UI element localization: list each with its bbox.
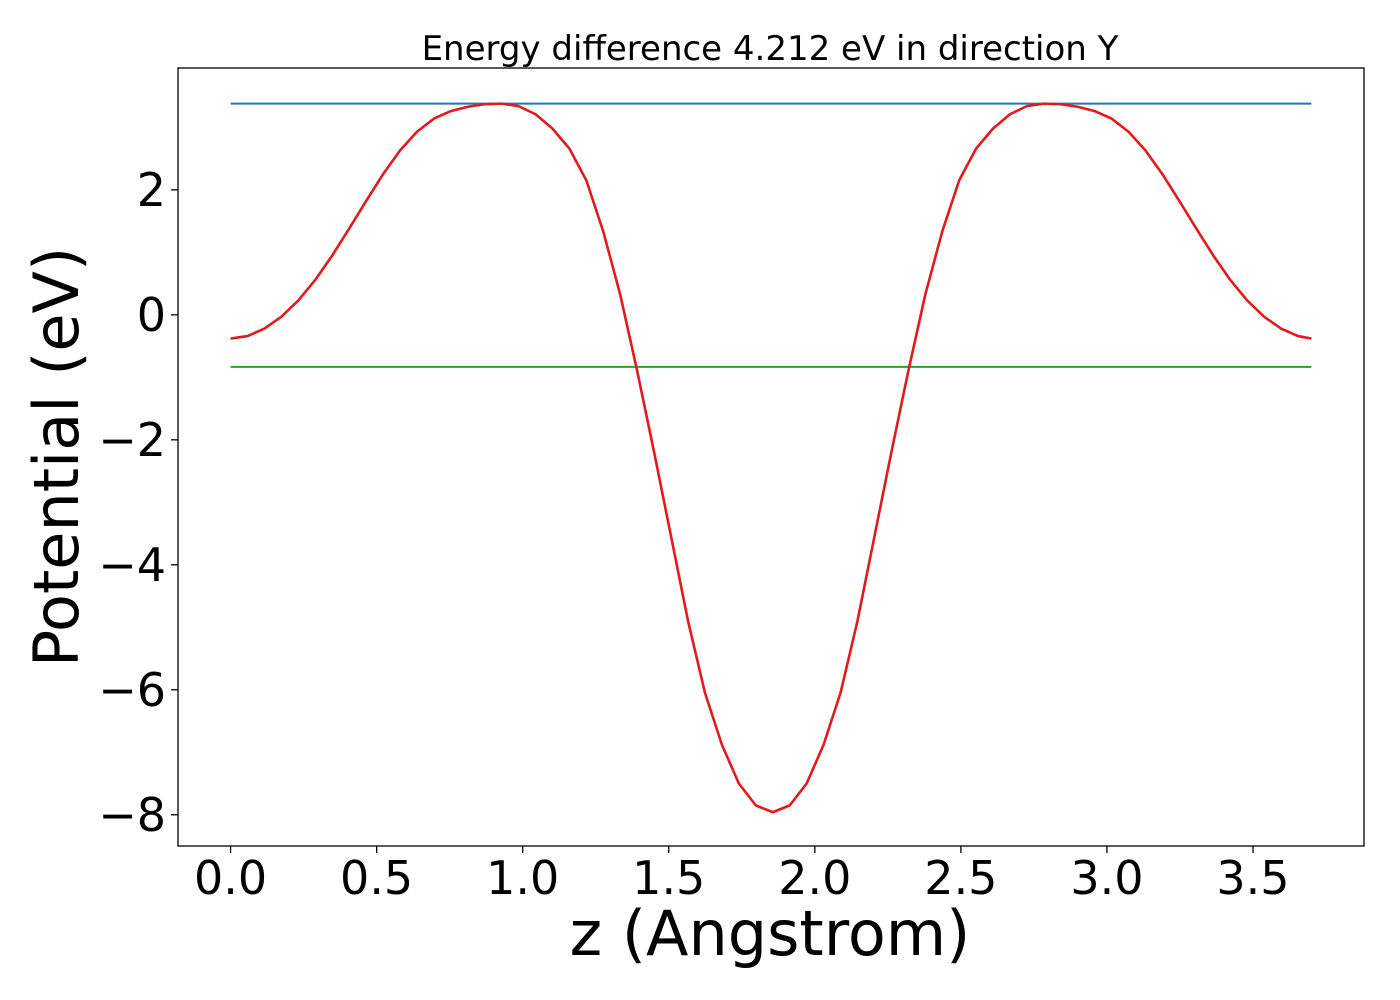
y-tick-label: −4 <box>98 538 166 592</box>
x-tick-label: 0.0 <box>194 851 267 905</box>
plot-area <box>177 67 1365 847</box>
y-tick-label: −2 <box>98 413 166 467</box>
y-axis-ticks: 2 0 −2 −4 −6 −8 <box>98 163 178 842</box>
y-tick-label: −6 <box>98 663 166 717</box>
chart-title: Energy difference 4.212 eV in direction … <box>422 29 1119 69</box>
series-potential-line <box>230 102 1312 814</box>
x-tick-label: 0.5 <box>340 851 413 905</box>
x-tick-label: 2.0 <box>778 851 851 905</box>
x-tick-label: 3.5 <box>1216 851 1289 905</box>
y-axis-label: Potential (eV) <box>20 247 93 667</box>
x-axis-ticks: 0.0 0.5 1.0 1.5 2.0 2.5 3.0 3.5 <box>194 846 1290 905</box>
x-tick-label: 1.5 <box>632 851 705 905</box>
x-tick-label: 1.0 <box>486 851 559 905</box>
plot-frame <box>177 67 1365 847</box>
x-tick-label: 2.5 <box>924 851 997 905</box>
y-tick-label: 2 <box>137 163 166 217</box>
y-tick-label: 0 <box>137 288 166 342</box>
series-layer <box>230 102 1312 814</box>
x-tick-label: 3.0 <box>1070 851 1143 905</box>
y-tick-label: −8 <box>98 788 166 842</box>
x-axis-label: z (Angstrom) <box>570 897 971 970</box>
